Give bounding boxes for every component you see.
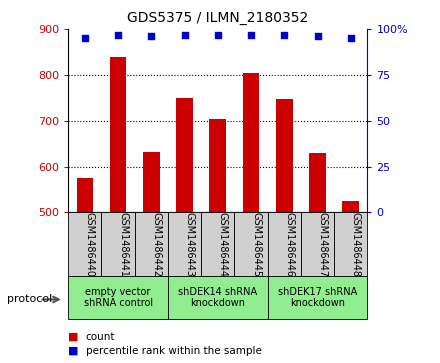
- Bar: [176, 98, 193, 212]
- Text: GSM1486440: GSM1486440: [85, 212, 95, 277]
- Point: [314, 33, 321, 39]
- Text: ■: ■: [68, 346, 79, 356]
- Point: [114, 32, 121, 37]
- Bar: [276, 99, 293, 212]
- Point: [181, 32, 188, 37]
- Text: empty vector
shRNA control: empty vector shRNA control: [84, 287, 153, 309]
- Bar: [68, 212, 102, 276]
- Bar: [168, 276, 268, 319]
- Text: GSM1486448: GSM1486448: [351, 212, 361, 277]
- Bar: [77, 178, 93, 212]
- Title: GDS5375 / ILMN_2180352: GDS5375 / ILMN_2180352: [127, 11, 308, 25]
- Bar: [301, 212, 334, 276]
- Bar: [102, 212, 135, 276]
- Point: [347, 35, 354, 41]
- Bar: [268, 212, 301, 276]
- Text: GSM1486442: GSM1486442: [151, 212, 161, 277]
- Bar: [334, 212, 367, 276]
- Bar: [209, 119, 226, 212]
- Bar: [243, 73, 259, 212]
- Point: [214, 32, 221, 37]
- Text: ■: ■: [68, 332, 79, 342]
- Text: GSM1486444: GSM1486444: [218, 212, 228, 277]
- Bar: [68, 276, 168, 319]
- Point: [148, 33, 155, 39]
- Bar: [110, 57, 126, 212]
- Bar: [268, 276, 367, 319]
- Text: GSM1486441: GSM1486441: [118, 212, 128, 277]
- Text: protocol: protocol: [7, 294, 52, 305]
- Bar: [168, 212, 201, 276]
- Bar: [235, 212, 268, 276]
- Text: percentile rank within the sample: percentile rank within the sample: [86, 346, 262, 356]
- Text: GSM1486447: GSM1486447: [318, 212, 327, 277]
- Bar: [143, 152, 160, 212]
- Point: [281, 32, 288, 37]
- Bar: [309, 153, 326, 212]
- Bar: [201, 212, 235, 276]
- Text: GSM1486443: GSM1486443: [184, 212, 194, 277]
- Text: count: count: [86, 332, 115, 342]
- Text: GSM1486445: GSM1486445: [251, 212, 261, 277]
- Text: shDEK17 shRNA
knockdown: shDEK17 shRNA knockdown: [278, 287, 357, 309]
- Bar: [135, 212, 168, 276]
- Bar: [342, 201, 359, 212]
- Text: GSM1486446: GSM1486446: [284, 212, 294, 277]
- Text: shDEK14 shRNA
knockdown: shDEK14 shRNA knockdown: [178, 287, 257, 309]
- Point: [81, 35, 88, 41]
- Point: [248, 32, 255, 37]
